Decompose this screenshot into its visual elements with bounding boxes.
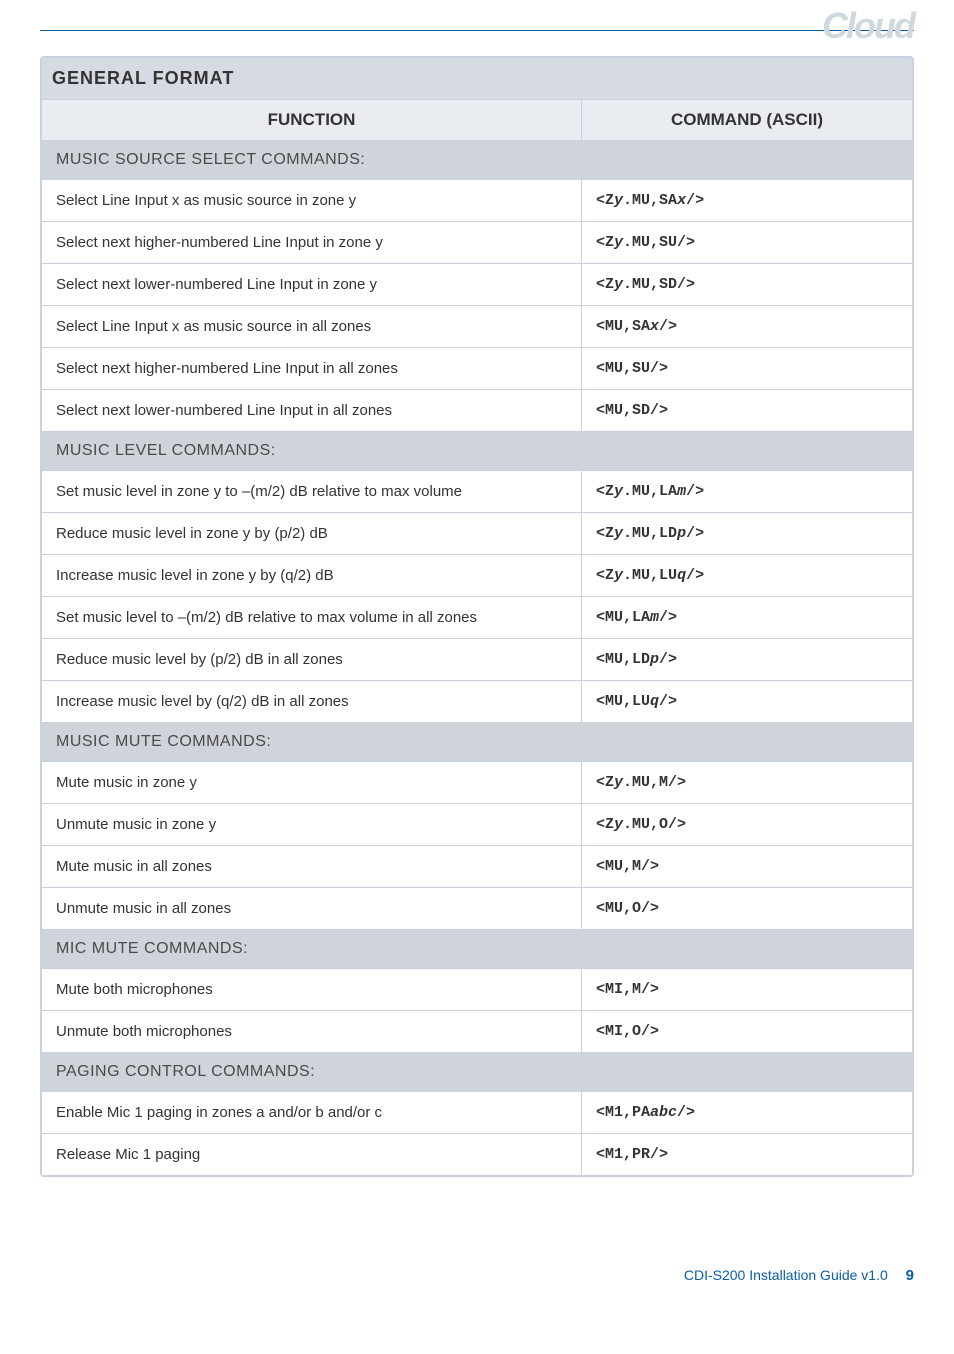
command-cell: <MU,O/> (582, 888, 913, 930)
col-function: FUNCTION (42, 100, 582, 141)
function-cell: Mute music in all zones (42, 846, 582, 888)
function-cell: Set music level to –(m/2) dB relative to… (42, 597, 582, 639)
function-cell: Select next higher-numbered Line Input i… (42, 222, 582, 264)
function-cell: Select Line Input x as music source in z… (42, 180, 582, 222)
command-cell: <MU,SD/> (582, 390, 913, 432)
function-cell: Select next higher-numbered Line Input i… (42, 348, 582, 390)
logo: Cloud (822, 5, 914, 47)
command-cell: <MU,LUq/> (582, 681, 913, 723)
command-cell: <M1,PR/> (582, 1134, 913, 1176)
command-cell: <MI,M/> (582, 969, 913, 1011)
function-cell: Mute both microphones (42, 969, 582, 1011)
page-number: 9 (906, 1267, 914, 1284)
header-rule: Cloud (40, 30, 914, 31)
function-cell: Unmute music in zone y (42, 804, 582, 846)
table-title: GENERAL FORMAT (42, 58, 913, 100)
section-heading: MUSIC SOURCE SELECT COMMANDS: (42, 141, 913, 180)
command-cell: <M1,PAabc/> (582, 1092, 913, 1134)
footer-text: CDI-S200 Installation Guide v1.0 (684, 1267, 888, 1283)
command-cell: <Zy.MU,SD/> (582, 264, 913, 306)
command-cell: <Zy.MU,SAx/> (582, 180, 913, 222)
command-cell: <MU,LAm/> (582, 597, 913, 639)
function-cell: Increase music level in zone y by (q/2) … (42, 555, 582, 597)
section-heading: MIC MUTE COMMANDS: (42, 930, 913, 969)
function-cell: Unmute both microphones (42, 1011, 582, 1053)
section-heading: MUSIC LEVEL COMMANDS: (42, 432, 913, 471)
command-cell: <Zy.MU,M/> (582, 762, 913, 804)
command-cell: <MU,M/> (582, 846, 913, 888)
function-cell: Release Mic 1 paging (42, 1134, 582, 1176)
section-heading: PAGING CONTROL COMMANDS: (42, 1053, 913, 1092)
function-cell: Enable Mic 1 paging in zones a and/or b … (42, 1092, 582, 1134)
command-cell: <Zy.MU,LUq/> (582, 555, 913, 597)
function-cell: Mute music in zone y (42, 762, 582, 804)
function-cell: Select next lower-numbered Line Input in… (42, 264, 582, 306)
footer: CDI-S200 Installation Guide v1.0 9 (40, 1267, 914, 1284)
function-cell: Reduce music level in zone y by (p/2) dB (42, 513, 582, 555)
function-cell: Reduce music level by (p/2) dB in all zo… (42, 639, 582, 681)
command-cell: <Zy.MU,LAm/> (582, 471, 913, 513)
function-cell: Select Line Input x as music source in a… (42, 306, 582, 348)
command-cell: <MU,SAx/> (582, 306, 913, 348)
command-cell: <Zy.MU,LDp/> (582, 513, 913, 555)
section-heading: MUSIC MUTE COMMANDS: (42, 723, 913, 762)
function-cell: Set music level in zone y to –(m/2) dB r… (42, 471, 582, 513)
command-cell: <Zy.MU,SU/> (582, 222, 913, 264)
command-cell: <MI,O/> (582, 1011, 913, 1053)
function-cell: Unmute music in all zones (42, 888, 582, 930)
command-cell: <MU,SU/> (582, 348, 913, 390)
command-table: GENERAL FORMAT FUNCTION COMMAND (ASCII) … (40, 56, 914, 1177)
command-cell: <Zy.MU,O/> (582, 804, 913, 846)
function-cell: Increase music level by (q/2) dB in all … (42, 681, 582, 723)
command-cell: <MU,LDp/> (582, 639, 913, 681)
col-command: COMMAND (ASCII) (582, 100, 913, 141)
function-cell: Select next lower-numbered Line Input in… (42, 390, 582, 432)
